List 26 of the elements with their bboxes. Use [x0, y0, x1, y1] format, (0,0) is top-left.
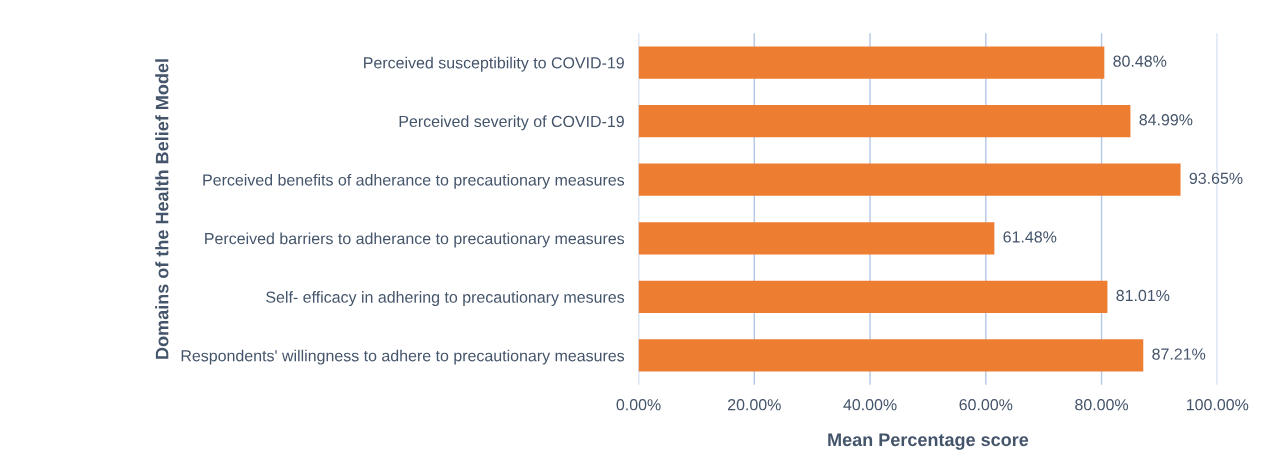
x-tick-label: 100.00%: [1187, 399, 1249, 411]
y-tick-label: Perceived barriers to adherance to precautionary measures: [205, 232, 625, 248]
y-tick-label: Self- efficacy in adhering to precautionary mesures: [266, 291, 625, 306]
x-tick-label: 0.00%: [616, 399, 661, 411]
x-tick-label: 40.00%: [843, 399, 897, 411]
data-label: 61.48%: [1003, 231, 1057, 243]
bar: [638, 105, 1131, 138]
data-label: 81.01%: [1116, 289, 1170, 302]
data-label: 84.99%: [1139, 114, 1193, 126]
data-label: 80.48%: [1113, 55, 1167, 67]
y-tick-label: Perceived susceptibility to COVID-19: [364, 56, 624, 72]
x-tick-label: 60.00%: [959, 399, 1013, 411]
data-label: 87.21%: [1152, 348, 1206, 360]
bar: [638, 163, 1181, 196]
y-tick-label: Perceived benefits of adherance to precautionary measures: [203, 173, 625, 189]
bar: [638, 46, 1105, 79]
bar: [638, 222, 995, 255]
data-label: 93.65%: [1189, 172, 1243, 184]
y-tick-label: Respondents' willingness to adhere to precautionary measures: [181, 349, 625, 365]
x-tick-label: 80.00%: [1075, 399, 1129, 411]
bar: [638, 280, 1108, 313]
x-tick-label: 20.00%: [728, 399, 781, 411]
y-tick-label: Perceived severity of COVID-19: [399, 115, 624, 131]
bar: [638, 339, 1144, 372]
y-axis-title: Domains of the Health Belief Model: [155, 59, 169, 359]
x-axis-title: Mean Percentage score: [828, 433, 1029, 450]
